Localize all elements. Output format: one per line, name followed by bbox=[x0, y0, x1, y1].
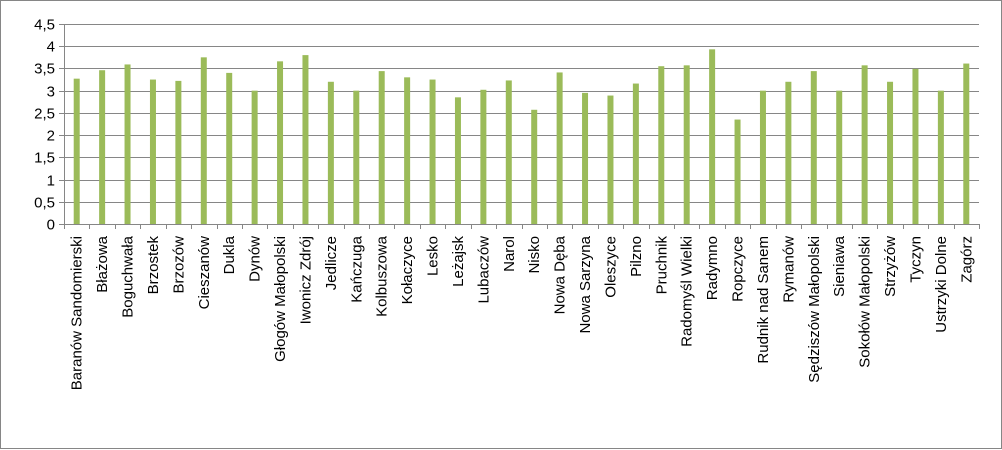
bar bbox=[99, 70, 106, 224]
x-category-label: Pruchnik bbox=[653, 236, 670, 295]
bar bbox=[480, 89, 487, 225]
bar bbox=[531, 109, 538, 224]
bar bbox=[454, 97, 461, 224]
bars bbox=[73, 49, 970, 225]
x-category-label: Nisko bbox=[526, 236, 543, 274]
x-category-label: Sokołów Małopolski bbox=[857, 236, 874, 368]
bar bbox=[251, 90, 258, 225]
bar bbox=[175, 80, 182, 224]
y-tick-label: 2,5 bbox=[34, 106, 55, 123]
bar bbox=[429, 79, 436, 224]
bar bbox=[861, 65, 868, 224]
y-tick-label: 3,5 bbox=[34, 61, 55, 78]
x-category-label: Oleszyce bbox=[602, 236, 619, 298]
bar bbox=[836, 90, 843, 225]
x-category-label: Dukla bbox=[221, 235, 238, 274]
bar bbox=[277, 61, 284, 225]
bar bbox=[658, 66, 665, 224]
x-category-label: Cieszanów bbox=[196, 236, 213, 310]
gridlines bbox=[64, 24, 979, 203]
x-category-label: Jedlicze bbox=[323, 236, 340, 290]
bar bbox=[963, 63, 970, 224]
x-category-label: Nowa Dęba bbox=[552, 235, 569, 314]
bar bbox=[505, 80, 512, 224]
x-category-label: Radomyśl Wielki bbox=[679, 236, 696, 347]
y-tick-label: 4,5 bbox=[34, 17, 55, 34]
x-category-label: Nowa Sarzyna bbox=[577, 235, 594, 333]
bar bbox=[556, 72, 563, 224]
x-category-label: Brzozów bbox=[170, 236, 187, 294]
x-category-label: Baranów Sandomierski bbox=[69, 236, 86, 390]
y-tick-label: 3 bbox=[47, 84, 55, 101]
y-tick-label: 1,5 bbox=[34, 150, 55, 167]
bar bbox=[378, 71, 385, 224]
bar bbox=[353, 90, 360, 225]
x-category-label: Ustrzyki Dolne bbox=[933, 236, 950, 333]
y-tick-label: 4 bbox=[47, 39, 55, 56]
bar bbox=[709, 49, 716, 225]
bar bbox=[759, 90, 766, 225]
y-tick-label: 1 bbox=[47, 173, 55, 190]
bar bbox=[632, 83, 639, 224]
x-category-label: Dynów bbox=[247, 236, 264, 282]
bar bbox=[912, 68, 919, 224]
bar bbox=[327, 81, 334, 225]
x-category-label: Narol bbox=[501, 236, 518, 272]
bar bbox=[810, 71, 817, 224]
x-category-label: Lesko bbox=[425, 236, 442, 276]
bar bbox=[887, 81, 894, 225]
bar bbox=[302, 55, 309, 224]
bar bbox=[73, 78, 80, 225]
x-category-label: Sieniawa bbox=[831, 235, 848, 297]
x-category-label: Kańczuga bbox=[348, 235, 365, 302]
x-category-label: Iwonicz Zdrój bbox=[297, 236, 314, 324]
bar bbox=[785, 81, 792, 225]
bar bbox=[683, 65, 690, 224]
bar bbox=[582, 92, 589, 224]
bar bbox=[200, 57, 207, 225]
x-category-label: Lubaczów bbox=[475, 236, 492, 304]
x-category-label: Tyczyn bbox=[907, 236, 924, 283]
x-category-label: Radymno bbox=[704, 236, 721, 300]
x-category-label: Sędziszów Małopolski bbox=[806, 236, 823, 383]
x-category-label: Brzostek bbox=[145, 236, 162, 295]
x-category-label: Kołaczyce bbox=[399, 236, 416, 304]
bar bbox=[607, 95, 614, 224]
y-tick-label: 0,5 bbox=[34, 195, 55, 212]
y-tick-label: 2 bbox=[47, 128, 55, 145]
x-category-label: Strzyżów bbox=[882, 236, 899, 297]
bar bbox=[937, 90, 944, 225]
x-category-label: Błażowa bbox=[94, 235, 111, 292]
x-category-label: Zagórz bbox=[958, 236, 975, 283]
y-axis-tick-labels: 0 0,5 1 1,5 2 2,5 3 3,5 4 4,5 bbox=[34, 17, 55, 234]
bar bbox=[734, 119, 741, 224]
x-category-label: Kolbuszowa bbox=[374, 235, 391, 317]
bar bbox=[124, 64, 131, 224]
x-axis-category-labels: Baranów Sandomierski Błażowa Boguchwała Brz… bbox=[69, 235, 976, 390]
x-category-label: Rymanów bbox=[780, 236, 797, 303]
x-category-label: Ropczyce bbox=[730, 236, 747, 302]
x-category-label: Leżajsk bbox=[450, 236, 467, 287]
bar bbox=[404, 77, 411, 224]
x-category-label: Głogów Małopolski bbox=[272, 236, 289, 362]
x-category-label: Pilzno bbox=[628, 236, 645, 277]
x-category-label: Rudnik nad Sanem bbox=[755, 236, 772, 364]
bar bbox=[226, 72, 233, 224]
axes bbox=[59, 24, 980, 229]
x-category-label: Boguchwała bbox=[120, 235, 137, 317]
bar bbox=[149, 79, 156, 224]
y-tick-label: 0 bbox=[47, 217, 55, 234]
